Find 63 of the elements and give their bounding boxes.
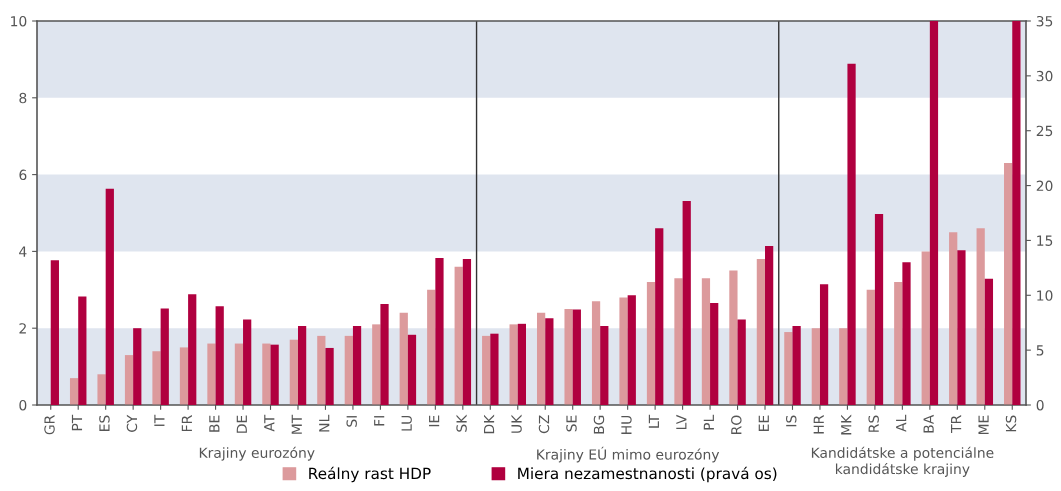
x-tick-label: CZ	[538, 415, 550, 434]
x-tick-label: RO	[731, 415, 742, 434]
text: Krajiny EÚ mimo eurozóny	[537, 446, 720, 463]
x-tick-label: FR	[181, 415, 192, 431]
x-tick-label: IS	[786, 415, 797, 427]
x-tick-label: CY	[126, 414, 138, 432]
bar	[847, 63, 856, 405]
y2-tick-label: 10	[1037, 290, 1053, 301]
y2-tick-label: 30	[1036, 70, 1053, 82]
y2-tick-label: 15	[1037, 235, 1053, 246]
text: Kandidátske a potenciálne kandidátske krajiny	[811, 446, 994, 477]
x-tick-label: EE	[758, 415, 769, 431]
x-tick-label: LV	[676, 414, 687, 430]
bar	[50, 260, 59, 405]
x-tick-label: NL	[319, 414, 330, 432]
x-tick-label: LT	[648, 414, 659, 428]
x-tick-label: TR	[951, 415, 962, 433]
x-tick-label: MK	[841, 414, 852, 435]
y2-tick-label: 0	[1036, 399, 1044, 411]
x-tick-label: BA	[923, 414, 934, 433]
y-tick-label: 10	[11, 15, 27, 27]
bar	[105, 188, 114, 405]
x-tick-label: UK	[511, 414, 522, 433]
text: Krajiny eurozóny	[199, 446, 315, 461]
y2-tick-label: 25	[1036, 125, 1053, 137]
x-tick-label: ES	[99, 415, 110, 431]
x-tick-label: HU	[621, 415, 632, 434]
bar	[97, 374, 106, 405]
y-tick-label: 4	[19, 246, 27, 257]
x-tick-label: GR	[44, 415, 55, 435]
x-tick-label: BG	[593, 415, 605, 434]
y2-tick-label: 35	[1036, 15, 1053, 27]
x-tick-label: SK	[456, 414, 467, 432]
y-tick-label: 2	[19, 323, 26, 334]
x-tick-label: PT	[71, 414, 83, 431]
x-tick-label: SE	[566, 415, 577, 432]
x-tick-label: IE	[429, 415, 440, 427]
x-tick-label: SI	[346, 416, 357, 427]
x-tick-label: LU	[401, 415, 412, 431]
x-tick-label: AT	[264, 414, 275, 432]
x-tick-label: MT	[291, 414, 302, 434]
y-tick-label: 0	[19, 399, 27, 411]
y-tick-label: 8	[19, 92, 27, 104]
x-tick-label: PL	[703, 414, 714, 430]
x-tick-label: AL	[896, 414, 907, 432]
x-tick-label: IT	[154, 414, 165, 426]
x-tick-label: FI	[374, 416, 385, 426]
x-tick-label: DK	[484, 414, 495, 434]
bar	[839, 328, 848, 405]
x-tick-label: DE	[236, 415, 247, 433]
x-tick-label: BE	[209, 415, 220, 432]
x-tick-label: ME	[978, 415, 989, 435]
legend-label: Miera nezamestnanosti (pravá os)	[518, 466, 777, 483]
legend-label: Reálny rast HDP	[309, 466, 431, 483]
x-tick-label: KS	[1005, 415, 1017, 432]
y2-tick-label: 20	[1036, 180, 1053, 192]
y2-tick-label: 5	[1036, 345, 1044, 356]
x-tick-label: HR	[813, 415, 824, 434]
bar	[929, 21, 939, 405]
bar	[69, 378, 79, 405]
x-tick-label: RS	[868, 415, 879, 432]
bar	[78, 296, 87, 405]
y-tick-label: 6	[19, 169, 27, 181]
